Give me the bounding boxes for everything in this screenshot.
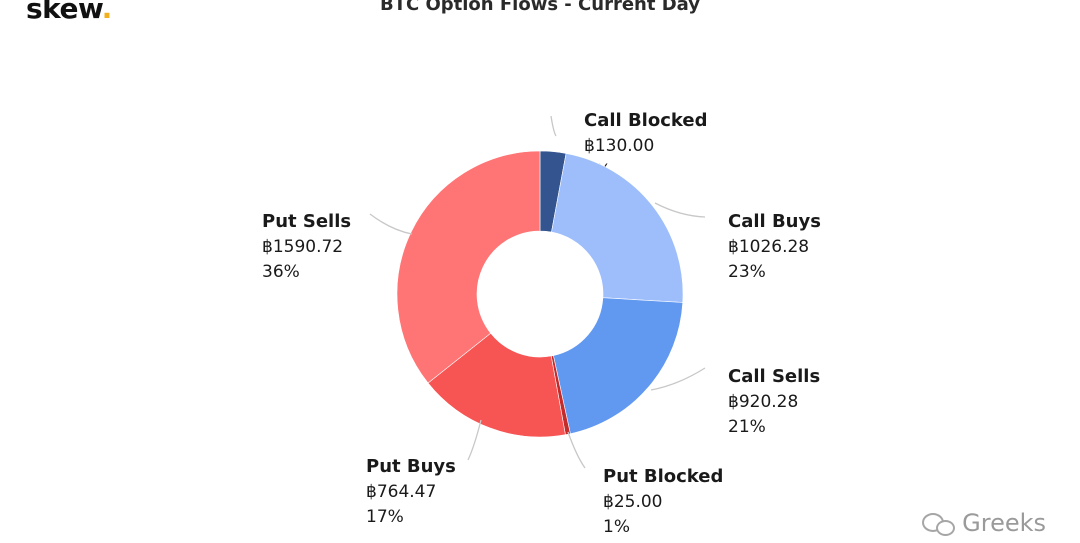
connector-line [550, 115, 557, 137]
slice-label-value: ฿1590.72 [262, 237, 343, 257]
slice-label-name: Call Sells [728, 366, 820, 387]
chart-title: BTC Option Flows - Current Day [379, 0, 700, 15]
slice-label-name: Put Sells [262, 211, 351, 232]
wechat-icon [922, 511, 956, 536]
slice-label-name: Call Blocked [584, 110, 707, 131]
slice-put-buys [427, 332, 566, 438]
slice-put-sells [396, 150, 541, 384]
logo-text: skew [26, 0, 102, 25]
slice-label-name: Put Buys [366, 456, 456, 477]
watermark-text: Greeks [962, 509, 1046, 537]
connector-line [650, 367, 706, 391]
slice-label-value: ฿764.47 [366, 482, 436, 502]
slice-label-percent: 1% [603, 517, 630, 537]
slice-label-value: ฿1026.28 [728, 237, 809, 257]
slice-label-name: Call Buys [728, 211, 821, 232]
slice-label-value: ฿130.00 [584, 136, 654, 156]
logo-dot: . [101, 0, 113, 25]
watermark: Greeks [922, 509, 1046, 537]
slice-call-buys [551, 153, 684, 303]
slice-label-percent: 21% [728, 417, 766, 437]
connector-line [369, 213, 413, 235]
slice-label-percent: 36% [262, 262, 300, 282]
slice-label-value: ฿920.28 [728, 392, 798, 412]
skew-logo: skew. [26, 0, 112, 25]
connector-line [467, 419, 482, 461]
slice-label-percent: 17% [366, 507, 404, 527]
slice-call-sells [553, 297, 684, 435]
slice-label-percent: 23% [728, 262, 766, 282]
connector-line [654, 202, 706, 218]
slice-label-value: ฿25.00 [603, 492, 662, 512]
slice-label-name: Put Blocked [603, 466, 723, 487]
connector-line [567, 431, 586, 469]
